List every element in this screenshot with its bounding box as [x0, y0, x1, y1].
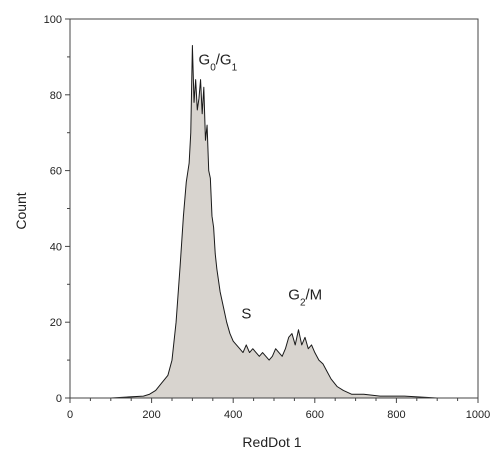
x-tick-label: 1000: [466, 409, 490, 421]
y-tick-label: 80: [50, 90, 62, 102]
axis-ticks: [65, 18, 479, 403]
plot-frame: [69, 18, 479, 399]
plot-axes: [69, 18, 479, 399]
tick-labels: 0 200 400 600 800 1000 0 20 40 60 80 100: [44, 14, 491, 421]
x-tick-label: 400: [224, 409, 242, 421]
peak-annotation: G0/G1: [199, 51, 238, 73]
x-tick-label: 200: [142, 409, 160, 421]
y-tick-label: 20: [50, 317, 62, 329]
y-tick-label: 0: [56, 393, 62, 405]
x-tick-label: 0: [67, 409, 73, 421]
histogram-fill: [70, 45, 478, 398]
y-axis-label: Count: [13, 192, 29, 229]
y-tick-label: 60: [50, 166, 62, 178]
x-axis-label: RedDot 1: [242, 434, 301, 450]
peak-annotations: G0/G1 S G2/M: [199, 51, 323, 322]
peak-annotation: S: [241, 305, 251, 322]
y-tick-label: 40: [50, 241, 62, 253]
x-tick-label: 600: [306, 409, 324, 421]
peak-annotation: G2/M: [288, 286, 322, 308]
histogram-outline: [70, 45, 478, 399]
x-tick-label: 800: [387, 409, 405, 421]
y-tick-label: 100: [44, 14, 62, 26]
histogram-area: [70, 45, 478, 399]
